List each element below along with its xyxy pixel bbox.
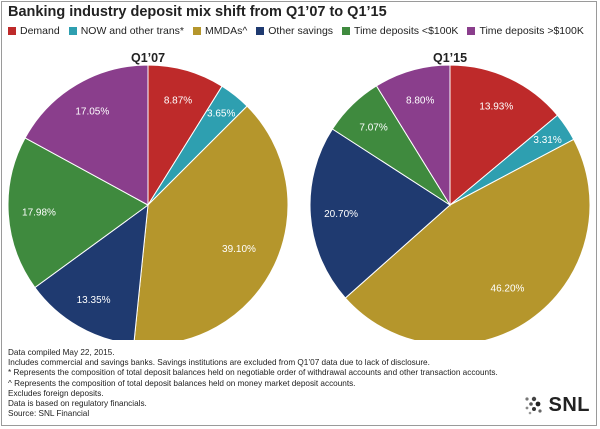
chart-title: Banking industry deposit mix shift from … <box>8 4 387 20</box>
note-line: Source: SNL Financial <box>8 409 90 419</box>
note-line: * Represents the composition of total de… <box>8 368 498 378</box>
pie-title: Q1’07 <box>131 51 165 65</box>
note-line: ^ Represents the composition of total de… <box>8 378 356 388</box>
pie-slice <box>34 203 149 340</box>
legend-label: Time deposits >$100K <box>479 25 584 37</box>
legend-label: NOW and other trans* <box>80 25 184 37</box>
legend-item-now: NOW and other trans* <box>68 25 184 37</box>
legend-swatch <box>68 27 77 35</box>
legend-item-time-under-100k: Time deposits <$100K <box>342 25 458 37</box>
legend-item-demand: Demand <box>8 25 60 37</box>
footnotes: Data compiled May 22, 2015. Includes com… <box>8 348 528 419</box>
pie-slice <box>449 64 559 207</box>
pie-data-label: 17.98% <box>22 208 56 219</box>
pie-data-label: 7.07% <box>359 123 387 134</box>
pie-data-label: 8.87% <box>164 96 192 107</box>
pie-chart-q1-07: 8.87% 3.65% 39.10% 13.35% 17.98% 17.05% Q1’07 <box>7 51 289 340</box>
legend-swatch <box>467 27 476 35</box>
pie-slice <box>344 138 591 340</box>
note-line: Excludes foreign deposits. <box>8 388 104 398</box>
snl-dots-logo-icon <box>524 396 542 414</box>
legend-swatch <box>193 27 201 35</box>
pie-charts: 8.87%3.65%39.10%13.35%17.98%17.05%Q1’07 … <box>7 51 591 340</box>
note-line: Data compiled May 22, 2015. <box>8 348 115 357</box>
legend: Demand NOW and other trans* MMDAs^ Other… <box>8 25 598 37</box>
legend-label: Time deposits <$100K <box>354 25 459 37</box>
pie-data-label: 39.10% <box>222 244 256 255</box>
legend-label: MMDAs^ <box>205 25 248 37</box>
note-line: Data is based on regulatory financials. <box>8 399 147 409</box>
legend-label: Other savings <box>268 25 334 37</box>
pie-data-label: 13.35% <box>77 295 111 306</box>
legend-label: Demand <box>20 25 60 37</box>
legend-swatch <box>256 27 265 35</box>
pie-data-label: 13.93% <box>479 102 513 113</box>
logo-text: SNL <box>548 394 590 416</box>
note-line: Includes commercial and savings banks. S… <box>8 358 430 368</box>
snl-logo: SNL <box>523 394 591 417</box>
legend-item-mmdas: MMDAs^ <box>193 25 247 37</box>
legend-item-other-savings: Other savings <box>256 25 333 37</box>
pie-data-label: 20.70% <box>324 209 358 220</box>
pie-data-label: 3.65% <box>207 109 235 120</box>
legend-swatch <box>342 27 351 35</box>
pie-slice <box>375 64 451 207</box>
pie-title: Q1’15 <box>433 51 467 65</box>
pie-data-label: 3.31% <box>533 135 561 146</box>
pie-data-label: 46.20% <box>491 283 525 294</box>
legend-item-time-over-100k: Time deposits >$100K <box>467 25 584 37</box>
pie-data-label: 17.05% <box>75 107 109 118</box>
pie-data-label: 8.80% <box>406 95 434 106</box>
pie-slice <box>133 105 289 340</box>
legend-swatch <box>8 27 16 35</box>
pie-slice <box>24 64 149 206</box>
pie-slice <box>309 128 451 299</box>
pie-slice <box>7 137 149 289</box>
pie-chart-q1-15: 13.93% 3.31% 46.20% 20.70% 7.07% 8.80% Q1’15 <box>309 51 591 340</box>
